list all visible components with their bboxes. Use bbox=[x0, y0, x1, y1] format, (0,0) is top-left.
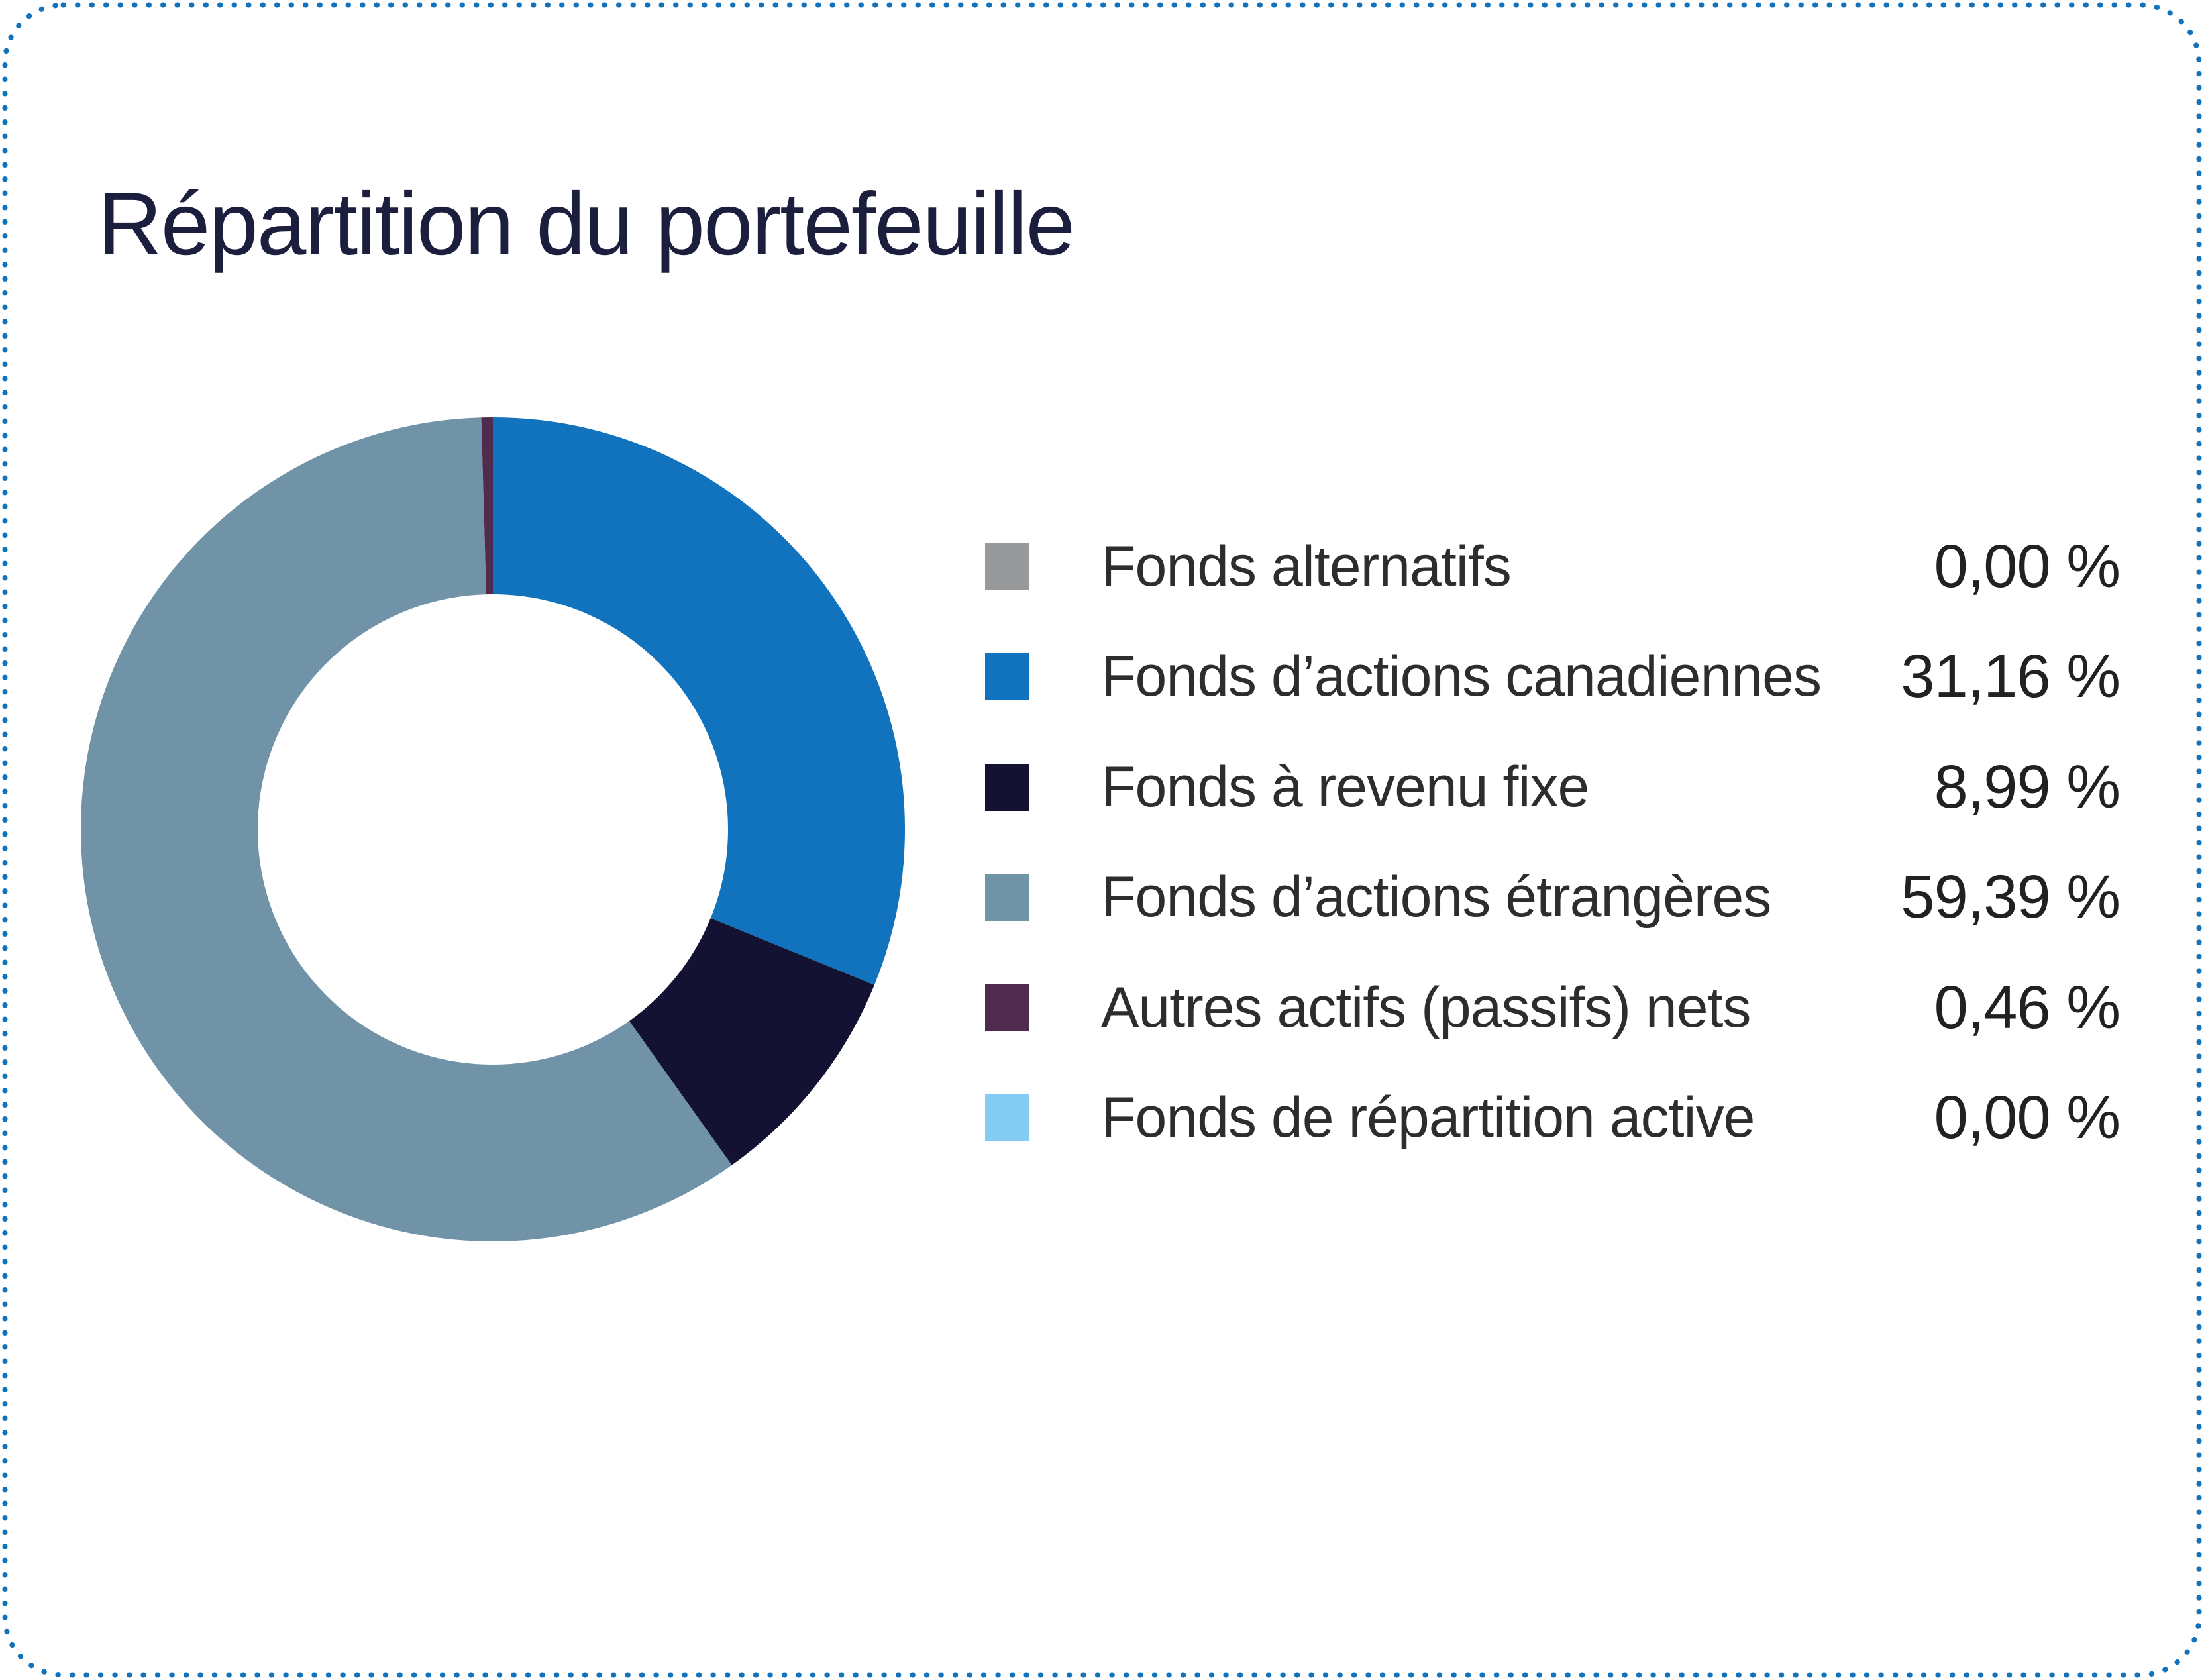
legend-label: Fonds à revenu fixe bbox=[1101, 755, 1589, 819]
legend-value: 0,00 % bbox=[1934, 532, 2121, 600]
legend-row: Fonds d’actions étrangères 59,39 % bbox=[985, 843, 2121, 953]
legend-row: Fonds à revenu fixe 8,99 % bbox=[985, 732, 2121, 843]
legend-row: Fonds alternatifs 0,00 % bbox=[985, 511, 2121, 622]
legend-value: 0,46 % bbox=[1934, 973, 2121, 1041]
legend-swatch bbox=[985, 1094, 1029, 1142]
legend-row: Autres actifs (passifs) nets 0,46 % bbox=[985, 953, 2121, 1063]
legend-label: Autres actifs (passifs) nets bbox=[1101, 975, 1751, 1039]
legend-value: 59,39 % bbox=[1901, 863, 2121, 931]
legend-label: Fonds alternatifs bbox=[1101, 534, 1512, 598]
legend-label: Fonds d’actions canadiennes bbox=[1101, 645, 1822, 709]
chart-title: Répartition du portefeuille bbox=[98, 175, 1075, 274]
legend-swatch bbox=[985, 874, 1029, 921]
legend-row: Fonds d’actions canadiennes 31,16 % bbox=[985, 622, 2121, 733]
legend-swatch bbox=[985, 984, 1029, 1031]
donut-chart bbox=[81, 417, 905, 1241]
legend-label: Fonds d’actions étrangères bbox=[1101, 865, 1771, 929]
legend-swatch bbox=[985, 653, 1029, 701]
donut-slice bbox=[81, 417, 905, 1241]
legend-value: 8,99 % bbox=[1934, 753, 2121, 821]
legend-swatch bbox=[985, 543, 1029, 590]
legend-value: 31,16 % bbox=[1901, 643, 2121, 711]
legend-row: Fonds de répartition active 0,00 % bbox=[985, 1063, 2121, 1174]
donut-slice bbox=[81, 417, 905, 1241]
legend-swatch bbox=[985, 763, 1029, 811]
legend-label: Fonds de répartition active bbox=[1101, 1086, 1755, 1150]
legend: Fonds alternatifs 0,00 % Fonds d’actions… bbox=[985, 511, 2121, 1174]
legend-value: 0,00 % bbox=[1934, 1084, 2121, 1152]
